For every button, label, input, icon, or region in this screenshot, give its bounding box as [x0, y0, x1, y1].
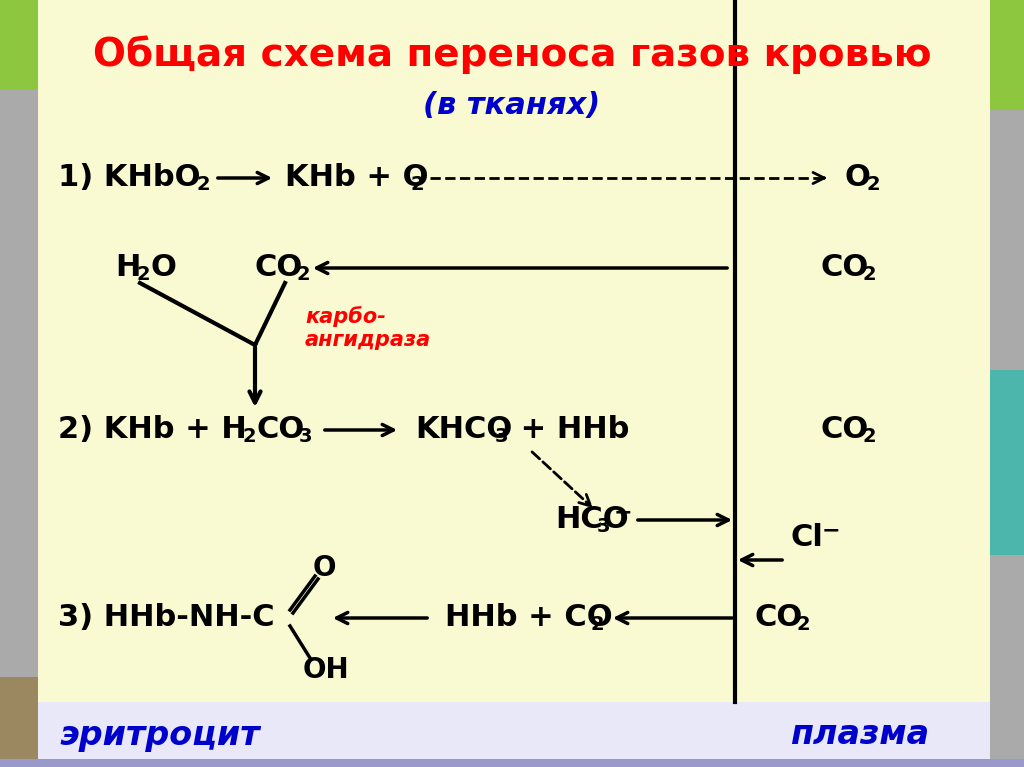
Bar [0, 677, 38, 767]
Text: CO: CO [820, 416, 868, 445]
Text: 2: 2 [797, 614, 811, 634]
Text: CO: CO [755, 604, 803, 633]
Bar [0, 0, 38, 90]
Text: 2) KHb + H: 2) KHb + H [58, 416, 247, 445]
Text: HHb + CO: HHb + CO [445, 604, 612, 633]
Bar [990, 370, 1024, 555]
Text: 2: 2 [297, 265, 310, 284]
Text: + HHb: + HHb [510, 416, 630, 445]
Text: KHb + O: KHb + O [285, 163, 428, 193]
Text: 2: 2 [410, 175, 424, 193]
Text: OH: OH [303, 656, 349, 684]
Text: 2: 2 [862, 426, 876, 446]
Bar [0, 759, 1024, 767]
Bar [990, 0, 1024, 110]
Text: 3) HHb-NH-C: 3) HHb-NH-C [58, 604, 274, 633]
Text: Общая схема переноса газов кровью: Общая схема переноса газов кровью [93, 36, 931, 74]
Text: плазма: плазма [791, 719, 930, 752]
Text: 1) KHbO: 1) KHbO [58, 163, 201, 193]
Text: 3: 3 [495, 426, 509, 446]
Text: 3: 3 [597, 516, 610, 535]
Text: 3: 3 [299, 426, 312, 446]
Text: 2: 2 [867, 175, 881, 193]
Text: CO: CO [255, 254, 303, 282]
Text: HCO: HCO [555, 505, 629, 535]
Text: карбо-
ангидраза: карбо- ангидраза [305, 306, 431, 351]
Bar [38, 702, 990, 767]
Text: 2: 2 [590, 614, 603, 634]
Text: CO: CO [820, 254, 868, 282]
Text: O: O [845, 163, 870, 193]
Text: 2: 2 [136, 265, 150, 284]
Text: 2: 2 [243, 426, 257, 446]
Text: −: − [822, 520, 841, 540]
Text: эритроцит: эритроцит [59, 719, 260, 752]
Text: 2: 2 [196, 175, 210, 193]
Text: KHCO: KHCO [415, 416, 512, 445]
Text: H: H [115, 254, 140, 282]
Text: (в тканях): (в тканях) [423, 91, 601, 120]
Text: O: O [150, 254, 176, 282]
Text: Cl: Cl [790, 524, 823, 552]
Text: CO: CO [257, 416, 305, 445]
Text: −: − [614, 502, 633, 522]
Text: 2: 2 [862, 265, 876, 284]
Text: O: O [313, 554, 337, 582]
